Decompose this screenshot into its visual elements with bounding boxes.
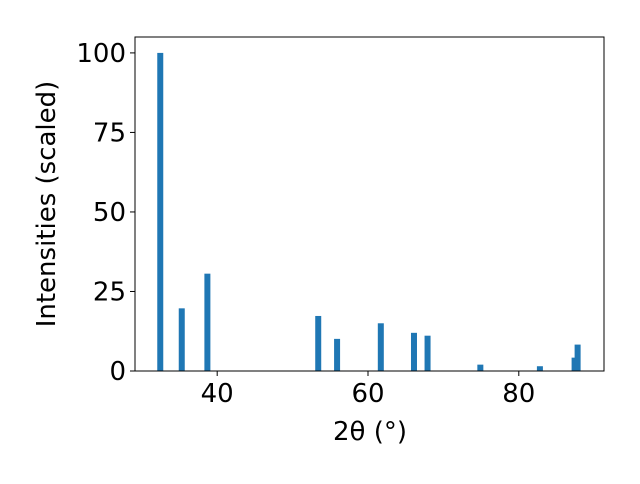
- plot-frame: [134, 36, 605, 372]
- bar: [157, 52, 164, 372]
- y-tick-label: 50: [93, 198, 126, 228]
- y-axis-label: Intensities (scaled): [32, 81, 62, 328]
- bar: [536, 366, 543, 371]
- bar: [410, 332, 417, 371]
- bar: [377, 323, 384, 371]
- bar: [424, 335, 431, 371]
- bar: [477, 364, 484, 371]
- x-tick-label: 80: [502, 379, 535, 409]
- y-tick-label: 0: [109, 357, 126, 387]
- bar: [574, 344, 581, 371]
- bar: [334, 338, 341, 371]
- bar: [204, 273, 211, 371]
- x-axis-label: 2θ (°): [333, 417, 407, 447]
- y-tick-label: 100: [76, 39, 126, 69]
- y-tick-label: 25: [93, 277, 126, 307]
- x-tick-label: 40: [201, 379, 234, 409]
- y-tick-label: 75: [93, 118, 126, 148]
- bar: [571, 357, 578, 371]
- bar: [315, 315, 322, 371]
- bar: [178, 308, 185, 371]
- x-tick-label: 60: [351, 379, 384, 409]
